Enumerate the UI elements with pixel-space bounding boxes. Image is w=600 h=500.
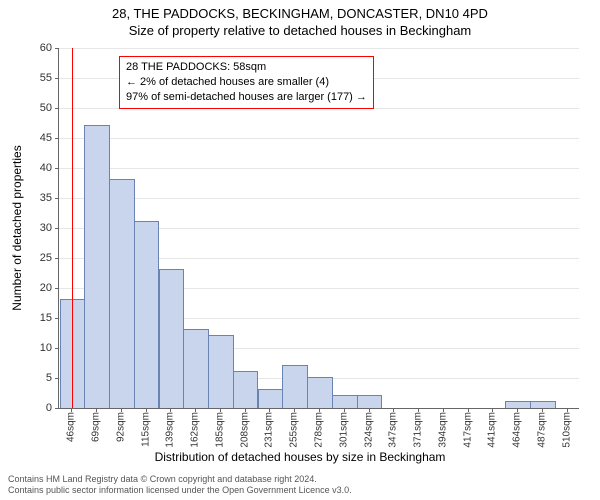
ytick-mark: [55, 378, 59, 379]
histogram-bar: [109, 179, 135, 408]
xtick-label: 162sqm: [190, 412, 201, 448]
ytick-label: 0: [22, 402, 52, 414]
gridline: [59, 48, 579, 49]
chart-area: 46sqm69sqm92sqm115sqm139sqm162sqm185sqm2…: [58, 48, 578, 408]
ytick-label: 10: [22, 342, 52, 354]
gridline: [59, 168, 579, 169]
footer-credits: Contains HM Land Registry data © Crown c…: [8, 474, 352, 496]
xtick-label: 510sqm: [561, 412, 572, 448]
xtick-label: 487sqm: [536, 412, 547, 448]
chart-title-line1: 28, THE PADDOCKS, BECKINGHAM, DONCASTER,…: [0, 0, 600, 21]
xtick-label: 46sqm: [66, 412, 77, 442]
annotation-box: 28 THE PADDOCKS: 58sqm← 2% of detached h…: [119, 56, 374, 109]
x-axis-label: Distribution of detached houses by size …: [0, 450, 600, 464]
histogram-bar: [134, 221, 160, 408]
ytick-mark: [55, 318, 59, 319]
xtick-label: 255sqm: [289, 412, 300, 448]
ytick-label: 15: [22, 312, 52, 324]
ytick-label: 55: [22, 72, 52, 84]
ytick-label: 40: [22, 162, 52, 174]
ytick-mark: [55, 348, 59, 349]
ytick-mark: [55, 198, 59, 199]
ytick-label: 20: [22, 282, 52, 294]
histogram-bar: [159, 269, 185, 408]
ytick-label: 35: [22, 192, 52, 204]
xtick-label: 417sqm: [462, 412, 473, 448]
ytick-label: 45: [22, 132, 52, 144]
ytick-mark: [55, 408, 59, 409]
ytick-mark: [55, 138, 59, 139]
xtick-label: 208sqm: [239, 412, 250, 448]
xtick-label: 371sqm: [413, 412, 424, 448]
ytick-mark: [55, 288, 59, 289]
ytick-label: 30: [22, 222, 52, 234]
footer-line1: Contains HM Land Registry data © Crown c…: [8, 474, 352, 485]
xtick-label: 301sqm: [338, 412, 349, 448]
gridline: [59, 198, 579, 199]
ytick-mark: [55, 48, 59, 49]
histogram-bar: [332, 395, 358, 408]
annotation-line2: ← 2% of detached houses are smaller (4): [126, 75, 367, 90]
ytick-mark: [55, 108, 59, 109]
ytick-label: 50: [22, 102, 52, 114]
xtick-label: 464sqm: [512, 412, 523, 448]
xtick-label: 278sqm: [314, 412, 325, 448]
xtick-label: 115sqm: [140, 412, 151, 447]
property-marker-line: [72, 48, 73, 408]
ytick-label: 25: [22, 252, 52, 264]
ytick-label: 5: [22, 372, 52, 384]
histogram-bar: [530, 401, 556, 408]
gridline: [59, 138, 579, 139]
xtick-label: 69sqm: [91, 412, 102, 442]
xtick-label: 92sqm: [115, 412, 126, 442]
histogram-bar: [208, 335, 234, 408]
xtick-label: 324sqm: [363, 412, 374, 448]
ytick-mark: [55, 228, 59, 229]
histogram-bar: [307, 377, 333, 408]
ytick-mark: [55, 258, 59, 259]
footer-line2: Contains public sector information licen…: [8, 485, 352, 496]
xtick-label: 139sqm: [165, 412, 176, 448]
ytick-mark: [55, 78, 59, 79]
xtick-label: 231sqm: [264, 412, 275, 448]
histogram-bar: [183, 329, 209, 408]
ytick-mark: [55, 168, 59, 169]
annotation-line1: 28 THE PADDOCKS: 58sqm: [126, 60, 367, 75]
xtick-label: 185sqm: [214, 412, 225, 448]
chart-title-line2: Size of property relative to detached ho…: [0, 21, 600, 38]
histogram-bar: [233, 371, 259, 408]
histogram-bar: [282, 365, 308, 408]
histogram-bar: [505, 401, 531, 408]
plot-region: 46sqm69sqm92sqm115sqm139sqm162sqm185sqm2…: [58, 48, 579, 409]
histogram-bar: [258, 389, 284, 408]
histogram-bar: [357, 395, 383, 408]
histogram-bar: [84, 125, 110, 408]
xtick-label: 394sqm: [437, 412, 448, 448]
annotation-line3: 97% of semi-detached houses are larger (…: [126, 90, 367, 105]
xtick-label: 347sqm: [388, 412, 399, 448]
xtick-label: 441sqm: [487, 412, 498, 448]
ytick-label: 60: [22, 42, 52, 54]
